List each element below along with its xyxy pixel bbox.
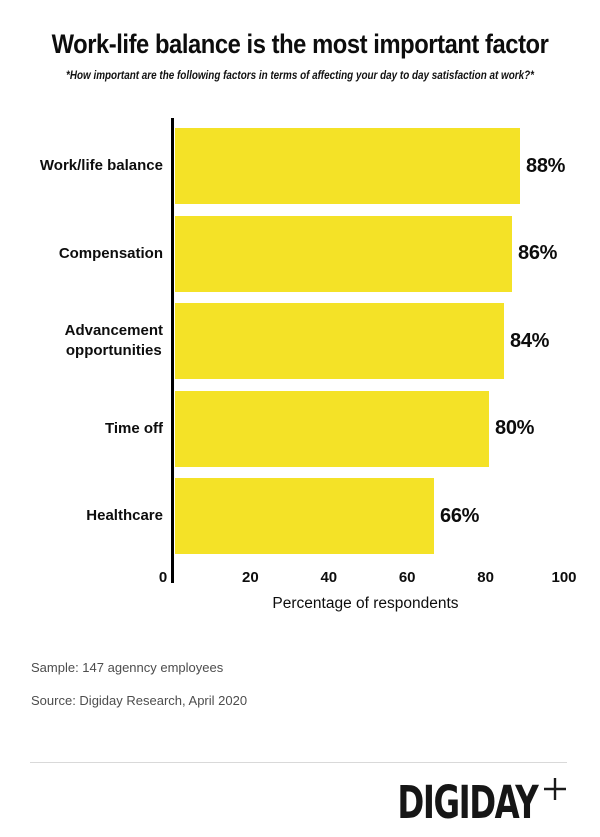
- bar: [175, 303, 504, 379]
- bar-row: Time off 80%: [0, 390, 600, 467]
- bar-row: Advancement opportunities 84%: [0, 303, 600, 379]
- bar-row: Compensation 86%: [0, 215, 600, 292]
- category-label: Healthcare: [86, 507, 163, 525]
- bar: [175, 478, 434, 554]
- source-note: Source: Digiday Research, April 2020: [31, 693, 248, 708]
- x-tick-label: 80: [477, 569, 494, 586]
- bar-row: Work/life balance 88%: [0, 128, 600, 204]
- y-axis-line: [171, 118, 174, 583]
- x-axis-label: Percentage of respondents: [272, 595, 459, 612]
- bar-value-label: 88%: [526, 154, 566, 177]
- category-label: Advancement opportunities: [64, 322, 163, 359]
- sample-note: Sample: 147 agenncy employees: [31, 660, 224, 675]
- bar-value-label: 86%: [518, 242, 558, 264]
- bar-value-label: 84%: [510, 329, 550, 352]
- category-label: Compensation: [58, 244, 163, 262]
- footer-divider: [30, 762, 567, 763]
- x-tick-label: 20: [242, 569, 259, 586]
- bar-value-label: 80%: [495, 417, 535, 439]
- x-tick-label: 0: [158, 569, 168, 586]
- bar-value-label: 66%: [440, 504, 480, 527]
- x-tick-label: 40: [320, 569, 338, 586]
- plus-icon: [544, 778, 566, 800]
- x-tick-label: 100: [551, 569, 577, 586]
- chart-subtitle: *How important are the following factors…: [65, 70, 535, 82]
- category-label: Work/life balance: [39, 157, 163, 175]
- bar-row: Healthcare 66%: [0, 478, 600, 554]
- bar: [175, 128, 520, 204]
- bar: [175, 390, 489, 467]
- category-label: Time off: [104, 419, 163, 437]
- bar: [175, 215, 512, 292]
- x-tick-label: 60: [398, 569, 416, 586]
- digiday-logo-wordmark: DIGIDAY: [397, 776, 538, 829]
- chart-title: Work-life balance is the most important …: [51, 29, 549, 59]
